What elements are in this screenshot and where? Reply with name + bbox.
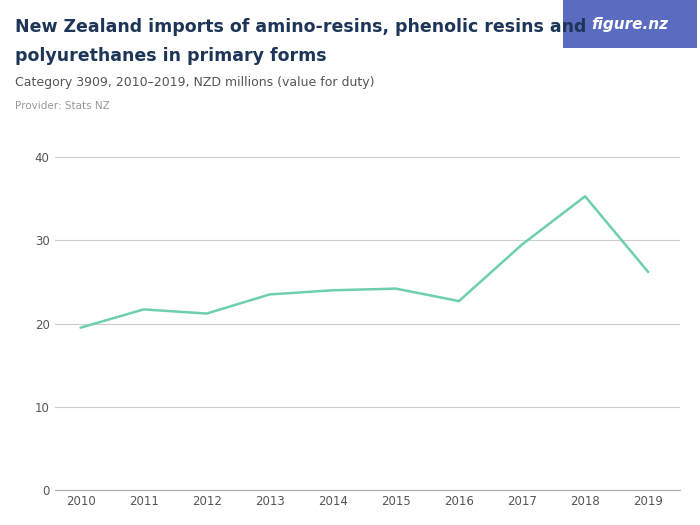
Text: figure.nz: figure.nz — [592, 16, 668, 32]
Text: polyurethanes in primary forms: polyurethanes in primary forms — [15, 47, 327, 65]
Text: New Zealand imports of amino-resins, phenolic resins and: New Zealand imports of amino-resins, phe… — [15, 18, 587, 36]
Text: Provider: Stats NZ: Provider: Stats NZ — [15, 101, 110, 111]
Text: Category 3909, 2010–2019, NZD millions (value for duty): Category 3909, 2010–2019, NZD millions (… — [15, 76, 375, 89]
